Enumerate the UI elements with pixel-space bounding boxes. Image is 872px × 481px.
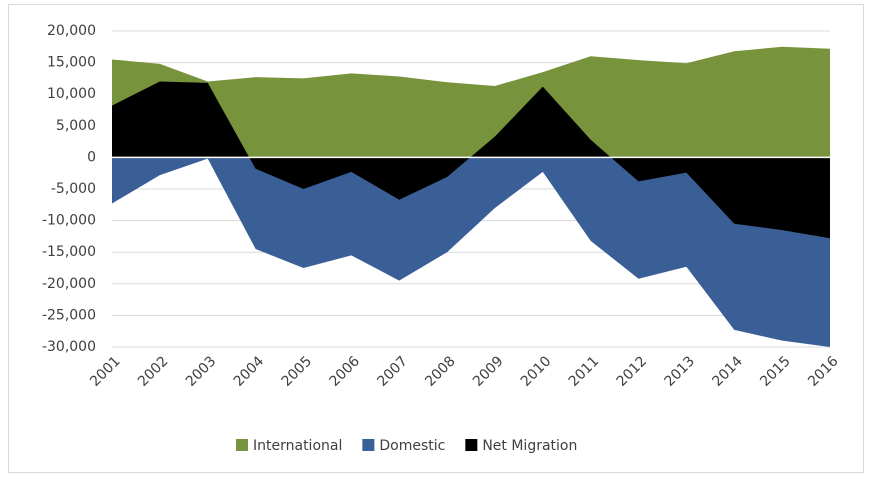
y-tick-label: 15,000 [47, 55, 96, 71]
y-tick-label: 10,000 [47, 86, 96, 102]
y-tick-label: 0 [87, 149, 96, 165]
area [112, 157, 830, 347]
y-tick-label: -30,000 [42, 339, 96, 355]
y-tick-label: -20,000 [42, 276, 96, 292]
legend-label: International [253, 438, 342, 454]
y-tick-label: 5,000 [56, 118, 96, 134]
legend-swatch [465, 439, 478, 451]
legend-label: Domestic [379, 438, 445, 454]
area [112, 46, 830, 158]
y-tick-label: 20,000 [47, 23, 96, 39]
y-tick-label: -15,000 [42, 244, 96, 260]
legend-label: Net Migration [482, 438, 577, 454]
y-tick-label: -5,000 [51, 181, 96, 197]
legend-swatch [362, 439, 375, 451]
legend-swatch [236, 439, 248, 451]
area [112, 81, 830, 239]
y-tick-label: -10,000 [42, 213, 96, 229]
y-tick-label: -25,000 [42, 307, 96, 323]
